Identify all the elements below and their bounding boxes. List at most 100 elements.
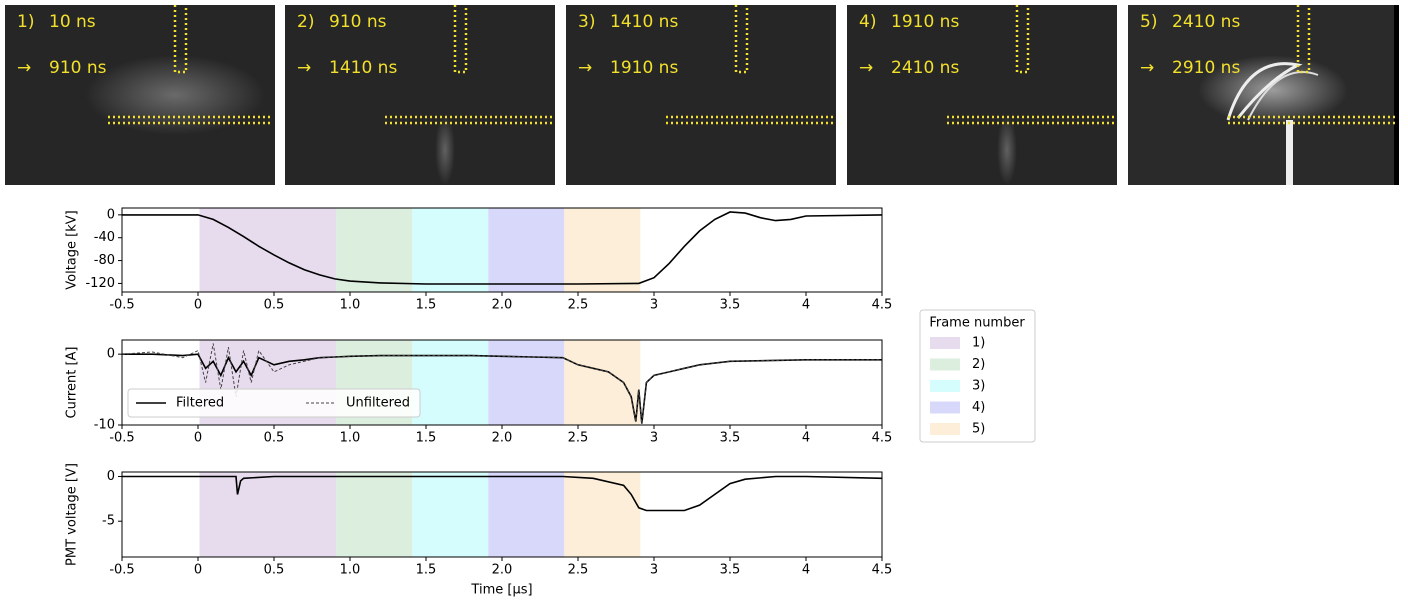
- x-tick-label: 2.5: [568, 431, 589, 446]
- frame-number: 4): [859, 12, 876, 32]
- legend-swatch: [930, 337, 960, 349]
- series-line: [122, 353, 882, 424]
- x-tick-label: 4.5: [872, 298, 893, 313]
- frame-span: [199, 208, 337, 292]
- x-tick-label: 0.5: [264, 431, 285, 446]
- x-tick-label: 2.0: [492, 563, 513, 578]
- frame-arrow: →: [578, 58, 592, 78]
- frame-span: [412, 340, 489, 425]
- frame-number: 1): [17, 12, 34, 32]
- x-tick-label: 0.5: [264, 298, 285, 313]
- x-tick-label: 4: [802, 298, 810, 313]
- x-tick-label: 1.5: [416, 431, 437, 446]
- electrode-outline: [947, 115, 1115, 125]
- y-axis-label: Voltage [kV]: [65, 210, 80, 289]
- legend-label: Filtered: [176, 396, 224, 411]
- frame-span: [336, 472, 413, 557]
- frame-start: 1410 ns: [610, 12, 678, 32]
- x-tick-label: 0: [194, 298, 202, 313]
- x-tick-label: 2.5: [568, 563, 589, 578]
- y-axis-label: PMT voltage [V]: [65, 463, 80, 566]
- frame-arrow: →: [859, 58, 873, 78]
- frame-span: [412, 472, 489, 557]
- electrode-outline: [1015, 5, 1030, 74]
- frame-end: 1410 ns: [329, 58, 397, 78]
- legend-label: 1): [972, 336, 985, 351]
- x-tick-label: 4.5: [872, 563, 893, 578]
- x-tick-label: 4: [802, 563, 810, 578]
- frame-start: 1910 ns: [891, 12, 959, 32]
- legend-label: 2): [972, 357, 985, 372]
- frame-span: [488, 340, 565, 425]
- electrode-outline: [1296, 5, 1311, 74]
- electrode-outline: [734, 5, 749, 74]
- electrode-outline: [453, 5, 468, 74]
- frame-span: [412, 208, 489, 292]
- x-tick-label: 1.0: [340, 298, 361, 313]
- x-tick-label: 3.5: [720, 431, 741, 446]
- x-tick-label: 1.0: [340, 563, 361, 578]
- glow: [435, 115, 455, 185]
- legend-label: 5): [972, 422, 985, 437]
- y-tick-label: -80: [94, 253, 115, 268]
- y-axis-label: Current [A]: [65, 347, 80, 419]
- frame-span: [199, 472, 337, 557]
- frame-start: 910 ns: [329, 12, 387, 32]
- y-tick-label: -120: [85, 276, 115, 291]
- x-tick-label: 0.5: [264, 563, 285, 578]
- x-tick-label: 3: [650, 563, 658, 578]
- glow: [997, 115, 1017, 185]
- frame-end: 2410 ns: [891, 58, 959, 78]
- y-tick-label: 0: [107, 347, 115, 362]
- frame-span: [488, 472, 565, 557]
- panel-bg: [847, 5, 1117, 185]
- x-tick-label: -0.5: [109, 563, 134, 578]
- electrode-outline: [1228, 115, 1396, 125]
- frame-span: [564, 208, 641, 292]
- legend-swatch: [930, 380, 960, 392]
- electrode-outline: [173, 5, 188, 74]
- y-tick-label: -10: [94, 418, 115, 433]
- x-tick-label: 3: [650, 298, 658, 313]
- panel-bg: [566, 5, 836, 185]
- frame-number: 3): [578, 12, 595, 32]
- series-line: [122, 475, 883, 512]
- frame-arrow: →: [1140, 58, 1154, 78]
- x-tick-label: 2.0: [492, 298, 513, 313]
- frame-arrow: →: [297, 58, 311, 78]
- frame-span: [336, 208, 413, 292]
- stem: [1286, 120, 1293, 185]
- image-panel: 4) 1910 ns → 2410 ns: [847, 5, 1117, 185]
- x-tick-label: 3.5: [720, 563, 741, 578]
- y-tick-label: 0: [107, 469, 115, 484]
- frame-number: 5): [1140, 12, 1157, 32]
- x-tick-label: 4: [802, 431, 810, 446]
- x-tick-label: -0.5: [109, 431, 134, 446]
- frame-start: 2410 ns: [1172, 12, 1240, 32]
- image-panel: 5) 2410 ns → 2910 ns: [1128, 5, 1399, 185]
- legend-swatch: [930, 401, 960, 414]
- frame-span: [564, 472, 641, 557]
- frame-edge: [1394, 5, 1399, 185]
- legend-title: Frame number: [929, 316, 1025, 331]
- y-tick-label: 0: [107, 207, 115, 222]
- legend-swatch: [930, 358, 960, 371]
- legend-label: 3): [972, 379, 985, 394]
- x-tick-label: 1.5: [416, 563, 437, 578]
- x-tick-label: 0: [194, 431, 202, 446]
- frame-end: 910 ns: [49, 58, 107, 78]
- x-tick-label: 1.5: [416, 298, 437, 313]
- electrode-outline: [385, 115, 553, 125]
- frame-end: 2910 ns: [1172, 58, 1240, 78]
- frame-arrow: →: [17, 58, 31, 78]
- legend-box: [127, 388, 421, 418]
- image-panel: 2) 910 ns → 1410 ns: [285, 5, 555, 185]
- x-tick-label: 3: [650, 431, 658, 446]
- frame-number: 2): [297, 12, 314, 32]
- panel-bg: [285, 5, 555, 185]
- x-tick-label: 3.5: [720, 298, 741, 313]
- x-tick-label: 2.0: [492, 431, 513, 446]
- x-tick-label: 0: [194, 563, 202, 578]
